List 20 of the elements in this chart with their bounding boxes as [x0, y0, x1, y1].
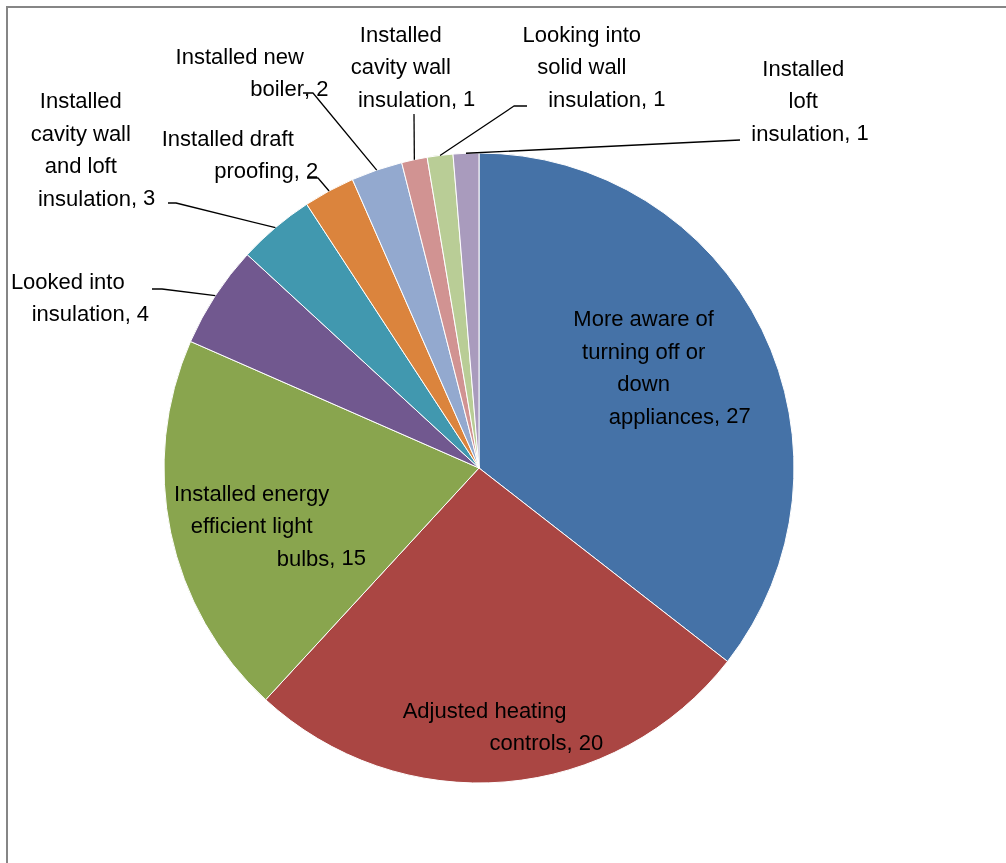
data-label: , 2 [303, 75, 329, 101]
slice-label: More aware of turning off or down appliances [573, 305, 715, 429]
slice-label: Installed energy efficient light bulbs [173, 480, 330, 570]
slice-label: Installed new boiler [175, 43, 305, 101]
slice-label: Installed draft proofing [161, 125, 294, 183]
slice-label: Adjusted heating controls [402, 697, 567, 755]
data-label: , 27 [713, 403, 751, 429]
slice-label: Installed loft insulation [751, 55, 845, 145]
slice-label: Installed cavity wall insulation [350, 21, 451, 111]
slice-label: Installed cavity wall and loft insulation [30, 87, 131, 211]
slice-label: Looking into solid wall insulation [522, 21, 642, 111]
slice-label: Looked into insulation [10, 268, 125, 326]
data-label: , 1 [450, 86, 476, 111]
data-label: , 1 [641, 86, 666, 111]
data-label: , 2 [293, 157, 319, 183]
data-label: , 3 [130, 185, 156, 211]
data-label: , 20 [566, 729, 604, 755]
data-label: , 1 [844, 120, 869, 145]
data-label: , 15 [329, 545, 367, 570]
data-label: , 4 [124, 300, 150, 326]
